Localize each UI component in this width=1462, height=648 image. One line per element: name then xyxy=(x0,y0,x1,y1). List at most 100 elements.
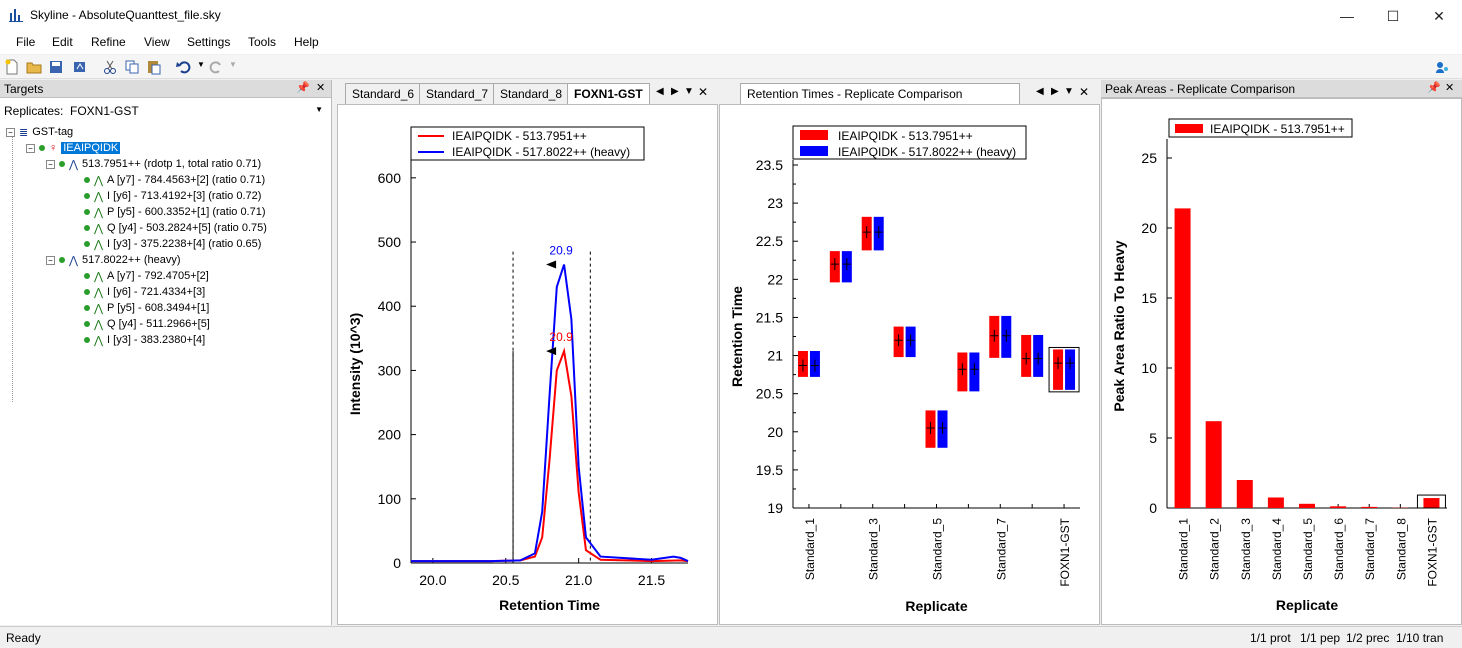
chromatogram-tabs: Standard_6 Standard_7 Standard_8 FOXN1-G… xyxy=(341,83,718,105)
minimize-button[interactable]: — xyxy=(1340,8,1354,24)
import-results-icon[interactable] xyxy=(72,59,88,75)
status-dot-icon xyxy=(59,257,65,263)
maximize-button[interactable]: ☐ xyxy=(1386,7,1400,24)
tab-close-icon[interactable]: ✕ xyxy=(698,85,709,99)
y-axis-label: Retention Time xyxy=(729,286,745,387)
paste-icon[interactable] xyxy=(146,59,162,75)
peak-areas-chart[interactable]: 0 5 10 15 20 25 Standard_1 Standard_2 Standard_3… xyxy=(1102,99,1462,626)
tree-transition[interactable]: ⋀ I [y6] - 721.4334+[3] xyxy=(84,284,205,300)
user-icon[interactable] xyxy=(1434,59,1450,75)
save-icon[interactable] xyxy=(48,59,64,75)
menu-edit[interactable]: Edit xyxy=(52,35,73,49)
chevron-down-icon[interactable]: ▼ xyxy=(315,105,323,114)
tree-transition[interactable]: ⋀ A [y7] - 792.4705+[2] xyxy=(84,268,209,284)
tree-transition[interactable]: ⋀ I [y3] - 383.2380+[4] xyxy=(84,332,205,348)
tree-transition[interactable]: ⋀ P [y5] - 600.3352+[1] (ratio 0.71) xyxy=(84,204,266,220)
collapse-icon[interactable]: − xyxy=(46,159,55,169)
tab-close-icon[interactable]: ✕ xyxy=(1079,85,1090,99)
x-axis-label: Replicate xyxy=(1276,597,1338,613)
tab-prev-icon[interactable]: ◀ xyxy=(656,86,664,97)
tree-transition[interactable]: ⋀ Q [y4] - 503.2824+[5] (ratio 0.75) xyxy=(84,220,267,236)
status-dot-icon xyxy=(84,289,90,295)
menu-tools[interactable]: Tools xyxy=(248,35,277,49)
y-tick-label: 23 xyxy=(767,195,783,211)
collapse-icon[interactable]: − xyxy=(26,143,35,153)
menu-view[interactable]: View xyxy=(144,35,170,49)
new-file-icon[interactable] xyxy=(4,59,20,75)
status-tran: 1/10 tran xyxy=(1396,631,1444,645)
targets-title: Targets xyxy=(4,82,44,96)
legend-label: IEAIPQIDK - 513.7951++ xyxy=(1210,122,1345,136)
status-text: Ready xyxy=(6,631,41,645)
y-tick-label: 400 xyxy=(378,298,402,314)
tab-next-icon[interactable]: ▶ xyxy=(1051,86,1059,97)
collapse-icon[interactable]: − xyxy=(6,127,15,137)
x-tick-label: Standard_8 xyxy=(1394,518,1408,580)
tree-transition[interactable]: ⋀ I [y3] - 375.2238+[4] (ratio 0.65) xyxy=(84,236,261,252)
menu-settings[interactable]: Settings xyxy=(187,35,231,49)
legend-box xyxy=(792,125,1027,160)
legend-swatch xyxy=(800,146,828,156)
peak-areas-title: Peak Areas - Replicate Comparison xyxy=(1105,82,1296,96)
legend-label: IEAIPQIDK - 517.8022++ (heavy) xyxy=(838,145,1016,159)
close-button[interactable]: ✕ xyxy=(1433,7,1445,24)
targets-close-icon[interactable]: ✕ xyxy=(316,82,326,94)
rt-center-marker xyxy=(1022,352,1043,365)
tab-standard-8[interactable]: Standard_8 xyxy=(493,83,570,105)
pin-icon[interactable]: 📌 xyxy=(1427,82,1441,94)
tab-next-icon[interactable]: ▶ xyxy=(671,86,679,97)
tree-transition[interactable]: ⋀ P [y5] - 608.3494+[1] xyxy=(84,300,209,316)
undo-icon[interactable] xyxy=(176,59,192,75)
status-prec: 1/2 prec xyxy=(1346,631,1390,645)
tree-transition[interactable]: ⋀ Q [y4] - 511.2966+[5] xyxy=(84,316,210,332)
peak-areas-close-icon[interactable]: ✕ xyxy=(1445,82,1455,94)
retention-times-pane: 19 19.5 20 20.5 21 21.5 22 22.5 23 23.5 Standard_1… xyxy=(719,104,1100,625)
menu-file[interactable]: File xyxy=(16,35,36,49)
copy-icon[interactable] xyxy=(124,59,140,75)
cut-icon[interactable] xyxy=(102,59,118,75)
peak-label-light: 20.9 xyxy=(549,330,573,344)
replicates-combobox[interactable]: FOXN1-GST ▼ xyxy=(66,102,328,120)
bar xyxy=(1330,506,1347,508)
pin-icon[interactable]: 📌 xyxy=(296,82,310,94)
tab-prev-icon[interactable]: ◀ xyxy=(1036,86,1044,97)
tab-menu-icon[interactable]: ▼ xyxy=(684,86,694,97)
tree-peptide[interactable]: − ♀ IEAIPQIDK xyxy=(26,140,121,156)
protein-icon: ≣ xyxy=(19,126,29,139)
rt-center-marker xyxy=(1054,357,1075,370)
y-tick-label: 22.5 xyxy=(756,233,783,249)
collapse-icon[interactable]: − xyxy=(46,255,55,265)
menu-refine[interactable]: Refine xyxy=(91,35,126,49)
tree-precursor-heavy[interactable]: − ⋀ 517.8022++ (heavy) xyxy=(46,252,181,268)
tree-transition[interactable]: ⋀ I [y6] - 713.4192+[3] (ratio 0.72) xyxy=(84,188,261,204)
x-tick-label: 20.0 xyxy=(419,572,446,588)
precursor-light-label: 513.7951++ (rdotp 1, total ratio 0.71) xyxy=(82,158,262,170)
tree-precursor-light[interactable]: − ⋀ 513.7951++ (rdotp 1, total ratio 0.7… xyxy=(46,156,261,172)
redo-dropdown-icon[interactable]: ▼ xyxy=(229,60,237,69)
undo-dropdown-icon[interactable]: ▼ xyxy=(197,60,205,69)
tab-retention-times[interactable]: Retention Times - Replicate Comparison xyxy=(740,83,1020,105)
window-title: Skyline - AbsoluteQuanttest_file.sky xyxy=(30,8,221,22)
rt-selected-outline xyxy=(1048,346,1080,393)
bar xyxy=(1174,208,1191,508)
retention-times-chart[interactable]: 19 19.5 20 20.5 21 21.5 22 22.5 23 23.5 Standard_1… xyxy=(720,105,1101,626)
x-tick-label: Standard_4 xyxy=(1270,518,1284,580)
tab-menu-icon[interactable]: ▼ xyxy=(1064,86,1074,97)
status-dot-icon xyxy=(84,321,90,327)
tab-standard-7[interactable]: Standard_7 xyxy=(419,83,496,105)
rt-bar-light xyxy=(1053,349,1064,390)
menu-help[interactable]: Help xyxy=(294,35,319,49)
tab-standard-6[interactable]: Standard_6 xyxy=(345,83,422,105)
tree-line xyxy=(12,132,13,402)
status-bar: Ready 1/1 prot 1/1 pep 1/2 prec 1/10 tra… xyxy=(0,626,1462,648)
tree-transition[interactable]: ⋀ A [y7] - 784.4563+[2] (ratio 0.71) xyxy=(84,172,265,188)
transition-peak-icon: ⋀ xyxy=(94,238,104,251)
chromatogram-pane: 0 100 200 300 400 500 600 20.0 20.5 21.0 21.5 Reten… xyxy=(337,104,718,625)
open-folder-icon[interactable] xyxy=(26,59,42,75)
tab-foxn1-gst[interactable]: FOXN1-GST xyxy=(567,83,650,105)
chromatogram-chart[interactable]: 0 100 200 300 400 500 600 20.0 20.5 21.0 21.5 Reten… xyxy=(338,105,719,626)
x-tick-label: 20.5 xyxy=(492,572,519,588)
legend-box xyxy=(1168,118,1353,138)
redo-icon[interactable] xyxy=(208,59,224,75)
tree-protein[interactable]: − ≣ GST-tag xyxy=(6,124,73,140)
